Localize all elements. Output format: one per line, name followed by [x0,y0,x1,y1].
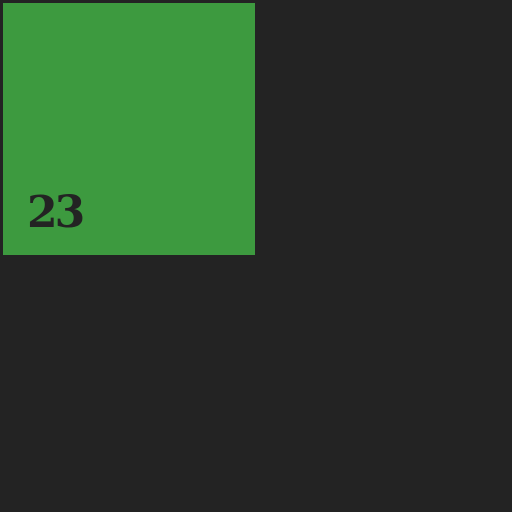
tile-number: 23 [27,187,85,238]
green-tile: 23 [3,3,255,255]
